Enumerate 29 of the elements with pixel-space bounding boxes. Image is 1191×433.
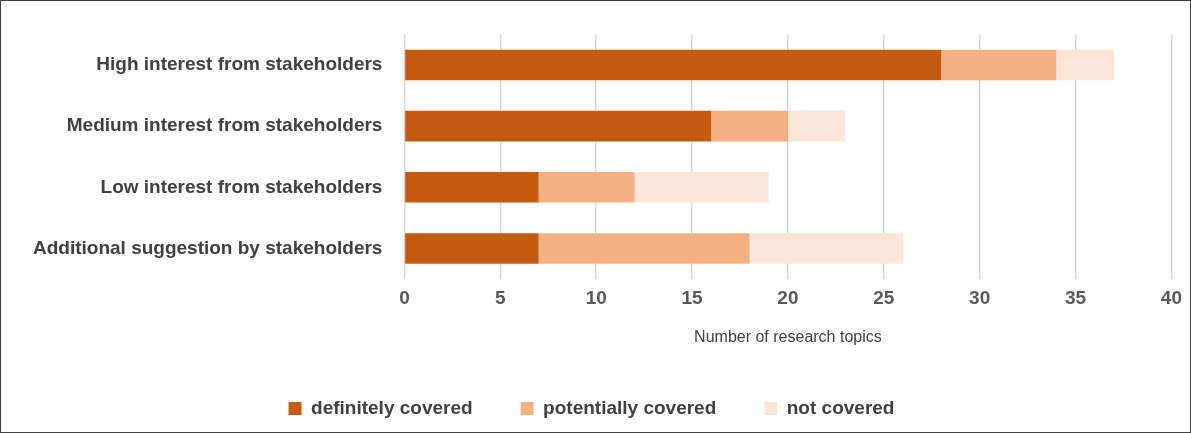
bar <box>941 49 1057 81</box>
x-tick-label: 35 <box>1064 286 1087 308</box>
y-tick-label: Medium interest from stakeholders <box>66 114 383 136</box>
bar <box>538 171 635 203</box>
x-tick-label: 0 <box>399 286 410 308</box>
x-tick-label: 30 <box>969 286 991 308</box>
legend-label: not covered <box>786 396 895 418</box>
bar <box>405 110 712 142</box>
x-tick-label: 40 <box>1160 286 1182 308</box>
y-tick-label: Low interest from stakeholders <box>100 175 383 197</box>
bar <box>634 171 769 203</box>
y-tick-label: Additional suggestion by stakeholders <box>32 236 383 258</box>
bar <box>538 233 750 264</box>
y-tick-label: High interest from stakeholders <box>96 53 383 75</box>
x-tick-label: 25 <box>873 286 895 308</box>
bar <box>1056 49 1114 81</box>
bar <box>749 233 903 264</box>
x-tick-label: 5 <box>495 286 507 308</box>
x-tick-label: 20 <box>777 286 799 308</box>
legend-label: definitely covered <box>311 396 473 418</box>
bar <box>405 49 942 81</box>
bar <box>787 110 846 142</box>
x-tick-label: 10 <box>585 286 607 308</box>
x-axis-title: Number of research topics <box>694 327 882 345</box>
x-tick-label: 15 <box>681 286 704 308</box>
bar <box>405 171 539 203</box>
bar <box>405 233 539 264</box>
bar <box>711 110 788 142</box>
legend-label: potentially covered <box>543 396 717 418</box>
